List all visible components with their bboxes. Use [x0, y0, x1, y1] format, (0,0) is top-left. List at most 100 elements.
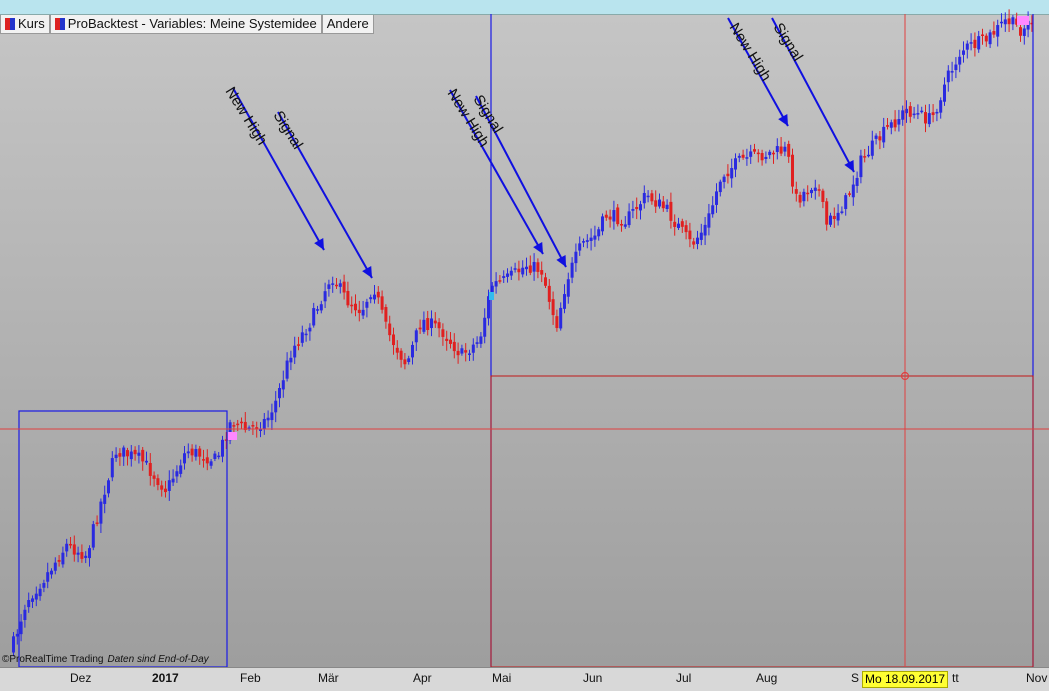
candle-body	[684, 225, 688, 233]
tab-label: Kurs	[18, 16, 45, 31]
candle-body	[411, 344, 414, 358]
candle-body	[437, 322, 441, 329]
candle-body	[53, 562, 57, 571]
candle-body	[597, 229, 601, 237]
candle-body	[133, 449, 137, 455]
candle-body	[88, 548, 91, 559]
candle-body	[946, 70, 950, 83]
candle-body	[525, 266, 528, 270]
candle-body	[612, 210, 616, 222]
candle-body	[107, 480, 110, 494]
candle-body	[57, 559, 61, 562]
candle-body	[962, 50, 965, 55]
candle-body	[61, 552, 65, 565]
candle-body	[699, 232, 703, 240]
candlestick-chart[interactable]	[0, 0, 1049, 667]
annotation-arrow	[277, 111, 373, 279]
candle-body	[506, 273, 509, 277]
candle-body	[194, 448, 198, 457]
x-tick-label: 2017	[152, 671, 179, 685]
candle-body	[122, 447, 126, 457]
candle-body	[232, 425, 236, 427]
candle-body	[692, 241, 696, 245]
tab-probacktest[interactable]: ProBacktest - Variables: Meine Systemide…	[49, 15, 322, 34]
candle-body	[156, 478, 160, 486]
candle-body	[373, 294, 376, 300]
x-tick-label: tt	[952, 671, 959, 685]
candle-body	[304, 333, 308, 336]
candle-body	[270, 412, 274, 421]
chart-tab-bar: Kurs ProBacktest - Variables: Meine Syst…	[0, 15, 374, 34]
candle-body	[171, 478, 175, 483]
candle-body	[490, 285, 494, 295]
crosshair-marker	[900, 371, 910, 381]
tab-kurs[interactable]: Kurs	[0, 15, 50, 34]
candle-body	[635, 206, 639, 210]
candle-body	[734, 158, 737, 170]
candle-body	[578, 243, 582, 251]
candle-body	[749, 151, 753, 157]
chart-footer: ©ProRealTime Trading Daten sind End-of-Da…	[2, 654, 209, 665]
candle-body	[680, 221, 684, 227]
annotation-arrowhead	[844, 160, 854, 172]
candle-body	[145, 460, 148, 463]
candle-body	[642, 192, 646, 204]
annotation-arrowhead	[362, 266, 372, 278]
candle-body	[908, 106, 912, 117]
candle-body	[494, 281, 498, 287]
candle-body	[851, 184, 855, 198]
candle-body	[555, 316, 559, 329]
candle-body	[99, 501, 103, 524]
candle-body	[319, 304, 323, 311]
candle-body	[202, 459, 205, 461]
candle-body	[540, 270, 544, 275]
candle-body	[730, 168, 734, 179]
candle-body	[810, 189, 813, 194]
tab-andere[interactable]: Andere	[321, 15, 374, 34]
candle-body	[19, 621, 23, 635]
candle-body	[137, 452, 141, 456]
candle-body	[1003, 19, 1007, 25]
candle-body	[627, 211, 631, 226]
candle-body	[72, 544, 76, 555]
annotation-arrowhead	[533, 242, 543, 254]
candle-body	[452, 341, 456, 352]
candle-body	[414, 330, 418, 343]
candle-body	[217, 455, 221, 458]
candle-body	[357, 309, 361, 314]
candle-body	[646, 195, 650, 198]
candle-body	[46, 572, 50, 582]
candle-body	[293, 345, 297, 358]
candle-body	[126, 450, 129, 457]
candle-body	[34, 593, 38, 600]
candle-body	[183, 453, 186, 464]
candle-body	[658, 199, 661, 207]
annotation-arrow	[727, 17, 789, 127]
x-tick-label: Mai	[492, 671, 512, 685]
candle-body	[905, 108, 908, 114]
candle-body	[996, 25, 1000, 37]
candle-body	[768, 151, 772, 156]
candle-body	[498, 280, 502, 282]
trade-marker	[1017, 16, 1029, 25]
chart-area[interactable]	[0, 0, 1049, 667]
candle-body	[984, 35, 988, 42]
candle-body	[65, 543, 69, 552]
candle-body	[878, 136, 882, 141]
candle-body	[753, 149, 756, 152]
x-tick-label: Jun	[583, 671, 603, 685]
candle-body	[23, 609, 27, 621]
candle-body	[711, 205, 715, 215]
candle-body	[817, 189, 821, 191]
candle-body	[255, 427, 259, 429]
candle-body	[213, 453, 217, 459]
candle-body	[517, 268, 521, 273]
candle-body	[654, 200, 658, 207]
candle-body	[449, 339, 452, 344]
candle-body	[445, 338, 449, 341]
candle-body	[536, 262, 540, 272]
candle-body	[167, 480, 171, 491]
candle-body	[791, 154, 794, 187]
candle-body	[509, 270, 513, 276]
candle-body	[487, 296, 490, 319]
